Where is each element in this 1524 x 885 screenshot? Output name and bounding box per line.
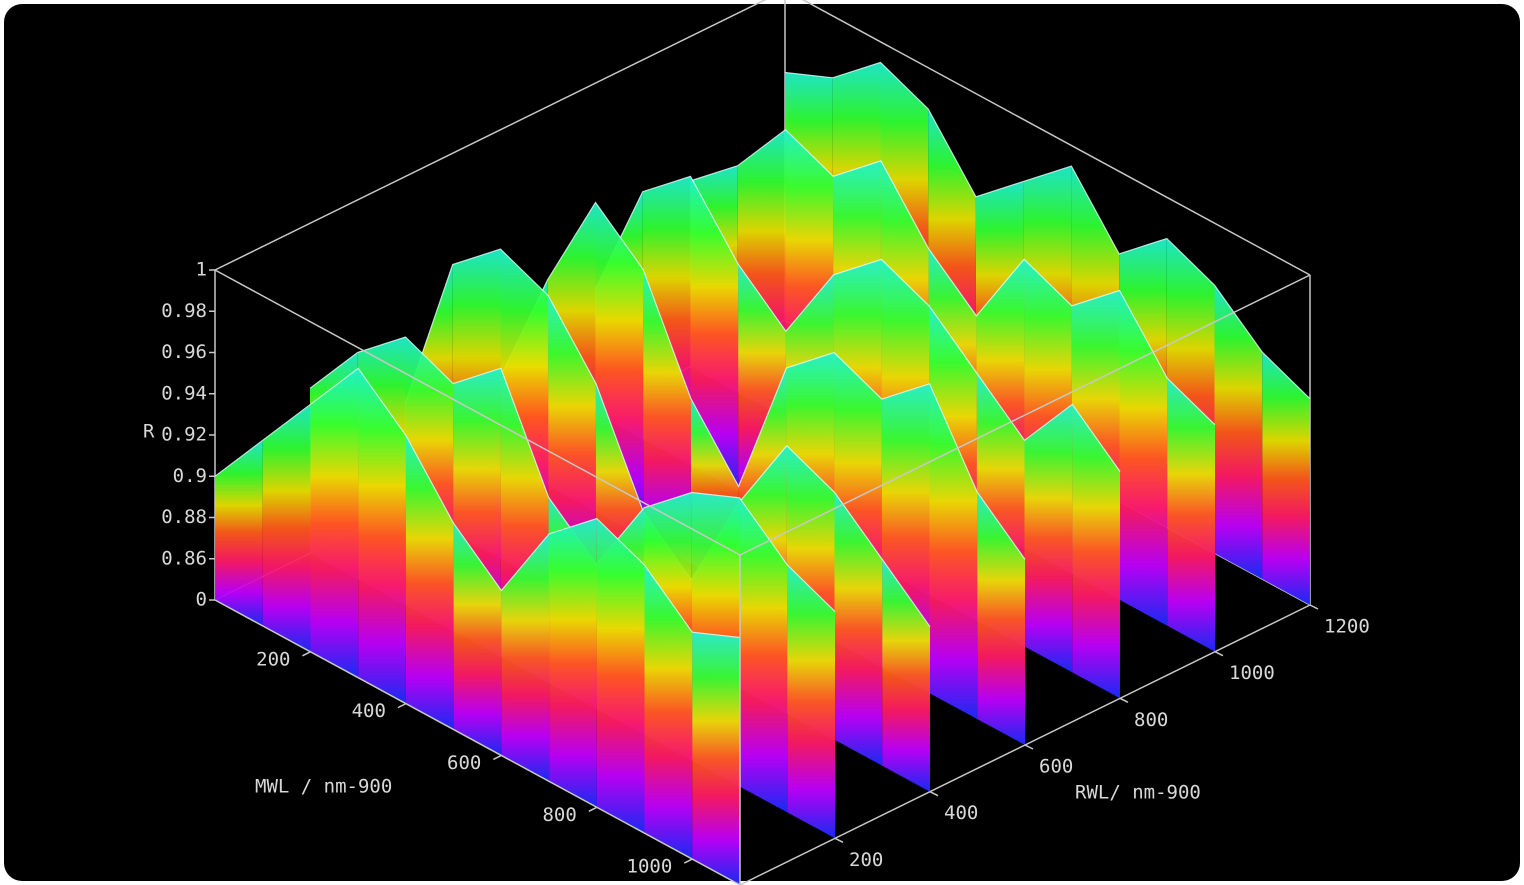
y-tick-label: 400 [944, 802, 978, 824]
surface-strip [977, 492, 1025, 745]
surface-strip [1167, 378, 1215, 652]
surface-ridge [214, 367, 741, 639]
x-tick [683, 858, 693, 864]
z-tick-label: 1 [196, 259, 207, 281]
surface-strip [643, 269, 691, 564]
y-tick [1024, 744, 1034, 750]
surface-strip [787, 564, 835, 839]
box-edge [801, 0, 1311, 276]
x-tick [588, 806, 598, 812]
box-edge [739, 274, 1311, 556]
surface-strip [310, 368, 359, 678]
z-tick-label: 0.86 [161, 547, 207, 569]
surface-strip [882, 559, 930, 792]
surface-ridge [594, 175, 1121, 472]
y-tick-label: 200 [849, 849, 883, 871]
y-tick [1309, 604, 1319, 610]
x-tick [493, 754, 502, 761]
z-tick-label: 0.98 [161, 300, 207, 322]
y-tick-label: 1000 [1229, 662, 1275, 684]
y-tick [1214, 650, 1224, 657]
z-tick-label: 0.9 [173, 465, 207, 487]
x-tick-label: 1000 [627, 856, 673, 878]
surface-ridge [499, 201, 1026, 560]
surface-strip [929, 383, 978, 720]
box-edge [214, 599, 741, 885]
y-tick [1119, 697, 1129, 704]
surface-strip [215, 440, 263, 626]
z-tick-label: 0.94 [161, 382, 207, 404]
surface-strip [262, 404, 311, 652]
x-tick-label: 600 [447, 752, 481, 774]
surface-strip [834, 492, 883, 766]
surface-strip [1024, 404, 1073, 673]
surface-strip [690, 176, 739, 492]
surface-ridge [689, 128, 1216, 426]
y-axis-title: RWL/ nm-900 [1075, 782, 1201, 804]
x-tick-label: 400 [352, 700, 386, 722]
y-tick [834, 837, 844, 844]
surface-strip [405, 435, 454, 730]
x-tick [302, 651, 311, 657]
y-tick-label: 1200 [1324, 616, 1370, 638]
y-tick-label: 800 [1134, 709, 1168, 731]
surface-strip [692, 632, 740, 885]
surface-strip [358, 368, 406, 704]
y-tick [929, 790, 939, 797]
y-tick-label: 600 [1039, 756, 1073, 778]
surface-strip [739, 497, 788, 813]
surface-strip [644, 565, 693, 860]
surface-strip [596, 518, 645, 834]
surface-strip [501, 533, 550, 782]
surface-strip [1214, 285, 1263, 580]
z-tick-label: 0.88 [161, 506, 207, 528]
z-tick-label: 0.92 [161, 424, 207, 446]
x-axis-title: MWL / nm-900 [255, 776, 392, 798]
surface-strip [1072, 404, 1120, 699]
surface-strip [453, 523, 502, 756]
x-tick-label: 200 [256, 648, 290, 670]
surface-strip [549, 518, 597, 808]
surface-strip [1119, 290, 1168, 626]
x-tick-label: 800 [542, 804, 576, 826]
z-axis-title: R [143, 421, 155, 443]
x-tick [397, 702, 407, 709]
box-edge [214, 0, 767, 271]
z-tick-label: 0 [196, 589, 207, 611]
box-edge [214, 269, 741, 556]
surface-ridge [784, 61, 1311, 400]
z-tick-label: 0.96 [161, 341, 207, 363]
surface-strip [1262, 352, 1310, 605]
